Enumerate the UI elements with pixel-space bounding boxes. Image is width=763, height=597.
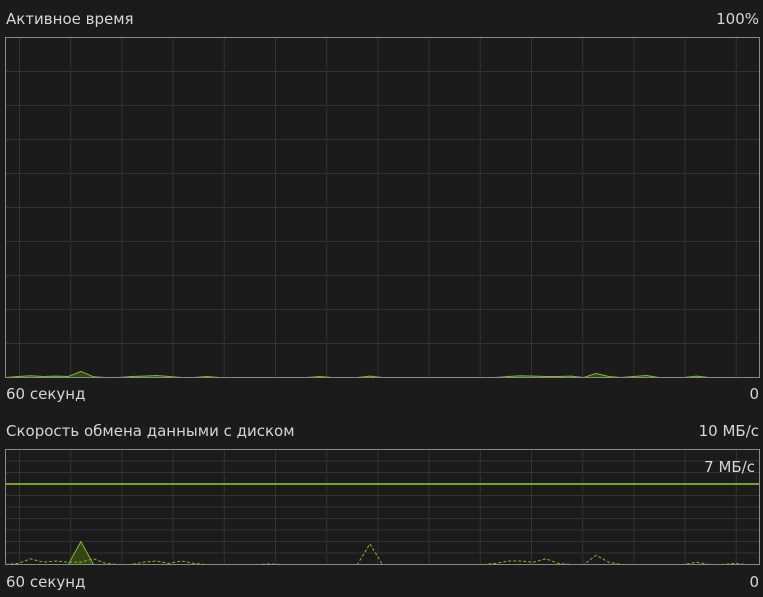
transfer-rate-max-label: 10 МБ/с bbox=[698, 422, 759, 440]
active-time-min-label: 0 bbox=[749, 385, 759, 403]
transfer-rate-frame bbox=[5, 449, 760, 565]
active-time-frame bbox=[5, 37, 760, 378]
active-time-duration-label: 60 секунд bbox=[6, 385, 86, 403]
reference-line-label: 7 МБ/с bbox=[704, 458, 755, 476]
active-time-series-0-area bbox=[5, 371, 760, 378]
transfer-rate-series-1-line bbox=[5, 542, 760, 565]
active-time-title: Активное время bbox=[6, 10, 134, 28]
transfer-rate-title: Скорость обмена данными с диском bbox=[6, 422, 295, 440]
transfer-rate-duration-label: 60 секунд bbox=[6, 573, 86, 591]
active-time-max-label: 100% bbox=[716, 10, 759, 28]
transfer-rate-min-label: 0 bbox=[749, 573, 759, 591]
